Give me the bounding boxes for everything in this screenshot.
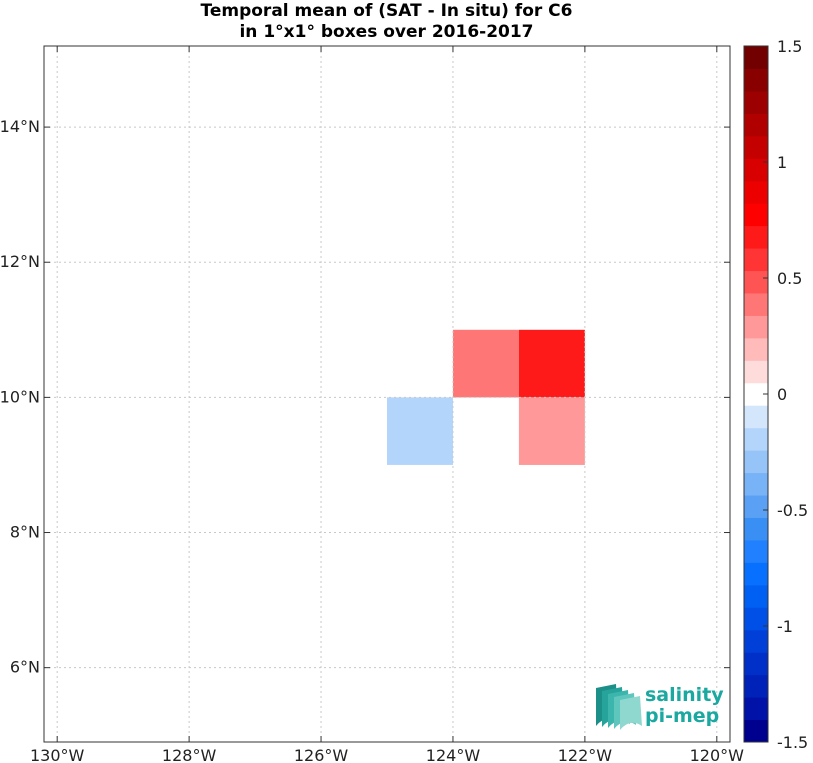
colorbar-segment-15 [744, 382, 768, 406]
colorbar-segment-24 [744, 180, 768, 204]
x-tick-label-2: 126°W [294, 746, 349, 763]
colorbar-segment-22 [744, 225, 768, 249]
colorbar-tick-label-1: 1 [777, 153, 787, 172]
colorbar-segment-0 [744, 719, 768, 743]
colorbar-segment-14 [744, 405, 768, 429]
chart-title-line1: Temporal mean of (SAT - In situ) for C6 [200, 1, 573, 21]
colorbar-segment-19 [744, 292, 768, 316]
data-cell-2 [387, 397, 453, 465]
logo-text-salinity: salinity [645, 684, 724, 706]
colorbar-segment-10 [744, 495, 768, 518]
x-tick-label-1: 128°W [162, 746, 217, 763]
colorbar-segment-4 [744, 629, 768, 653]
data-cell-0 [452, 329, 519, 398]
colorbar-segment-28 [744, 90, 768, 114]
y-tick-label-0: 6°N [10, 658, 40, 677]
colorbar-tick-label-4: -0.5 [777, 501, 808, 520]
colorbar-segment-29 [744, 68, 768, 92]
colorbar-segment-16 [744, 360, 768, 384]
colorbar-segment-21 [744, 248, 768, 272]
colorbar-segment-2 [744, 674, 768, 698]
logo-wave-shape-4 [620, 696, 642, 730]
colorbar-segment-6 [744, 584, 768, 608]
y-tick-label-4: 14°N [0, 117, 40, 136]
data-cell-3 [518, 397, 585, 465]
y-tick-label-1: 8°N [10, 523, 40, 542]
colorbar-segment-25 [744, 158, 768, 182]
colorbar-segment-3 [744, 652, 768, 676]
colorbar-segment-5 [744, 607, 768, 631]
data-cell-1 [518, 329, 585, 398]
colorbar-tick-label-2: 0.5 [777, 269, 802, 288]
colorbar-segment-30 [744, 46, 768, 69]
colorbar-segment-17 [744, 337, 768, 361]
x-tick-label-5: 120°W [690, 746, 745, 763]
colorbar-segment-26 [744, 135, 768, 159]
colorbar-tick-label-3: 0 [777, 385, 787, 404]
x-tick-label-4: 122°W [558, 746, 613, 763]
chart-title-line2: in 1°x1° boxes over 2016-2017 [239, 22, 534, 42]
colorbar-tick-label-0: 1.5 [777, 37, 802, 56]
colorbar-segment-23 [744, 203, 768, 227]
colorbar-segment-11 [744, 472, 768, 496]
y-tick-label-2: 10°N [0, 387, 40, 406]
x-tick-label-0: 130°W [30, 746, 85, 763]
colorbar-tick-label-6: -1.5 [777, 733, 808, 752]
colorbar-segment-1 [744, 697, 768, 721]
logo-text-pimep: pi-mep [645, 705, 719, 727]
colorbar-segment-7 [744, 562, 768, 586]
colorbar-segment-18 [744, 315, 768, 339]
y-tick-label-3: 12°N [0, 252, 40, 271]
colorbar-segment-20 [744, 270, 768, 294]
colorbar-segment-27 [744, 113, 768, 137]
colorbar-segment-8 [744, 539, 768, 563]
x-tick-label-3: 124°W [426, 746, 481, 763]
colorbar-segment-13 [744, 427, 768, 451]
colorbar-segment-9 [744, 517, 768, 541]
colorbar-segment-12 [744, 450, 768, 474]
colorbar-tick-label-5: -1 [777, 617, 793, 636]
plot-frame [43, 45, 731, 743]
